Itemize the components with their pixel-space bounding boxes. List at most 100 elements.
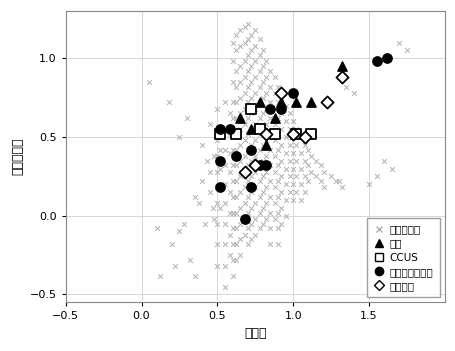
Point: [277, 106, 284, 112]
Point: [289, 181, 296, 187]
Point: [241, 106, 248, 112]
Point: [258, 95, 266, 100]
Point: [251, 74, 258, 80]
Point: [153, 226, 160, 231]
Point: [286, 126, 293, 132]
Point: [256, 37, 263, 42]
Point: [206, 122, 213, 127]
Point: [292, 189, 299, 195]
Point: [256, 194, 263, 200]
Point: [271, 216, 278, 222]
Point: [266, 147, 273, 152]
Point: [225, 126, 233, 132]
Point: [247, 205, 254, 211]
Point: [266, 115, 273, 121]
Point: [266, 226, 273, 231]
Point: [210, 216, 217, 222]
Point: [213, 200, 221, 206]
Point: [262, 216, 269, 222]
Point: [221, 181, 228, 187]
Point: [266, 100, 273, 105]
Point: [271, 137, 278, 143]
Point: [307, 131, 314, 137]
Point: [247, 189, 254, 195]
Point: [251, 106, 258, 112]
Point: [232, 84, 239, 90]
Point: [331, 178, 339, 184]
Point: [228, 241, 236, 247]
Point: [271, 106, 278, 112]
Point: [297, 134, 304, 140]
Point: [213, 137, 221, 143]
Point: [271, 131, 278, 137]
Point: [243, 226, 251, 231]
Point: [221, 147, 228, 152]
Point: [274, 84, 281, 90]
Point: [225, 131, 233, 137]
Point: [301, 174, 308, 179]
Point: [402, 48, 410, 53]
Point: [266, 194, 273, 200]
Point: [228, 178, 236, 184]
Point: [243, 37, 251, 42]
Point: [256, 52, 263, 58]
Point: [281, 181, 288, 187]
Point: [228, 163, 236, 168]
Point: [241, 153, 248, 159]
Point: [225, 150, 233, 155]
Point: [225, 210, 233, 216]
Point: [251, 185, 258, 190]
Point: [228, 226, 236, 231]
Point: [228, 100, 236, 105]
Point: [297, 197, 304, 203]
Point: [262, 59, 269, 64]
Point: [277, 158, 284, 164]
Point: [251, 200, 258, 206]
Point: [281, 119, 288, 124]
Point: [251, 153, 258, 159]
Point: [337, 185, 344, 190]
Point: [216, 185, 223, 190]
Point: [225, 232, 233, 237]
Point: [281, 103, 288, 108]
Point: [271, 153, 278, 159]
Point: [274, 226, 281, 231]
Point: [247, 126, 254, 132]
Point: [232, 241, 239, 247]
Point: [395, 40, 402, 45]
Point: [145, 79, 152, 85]
Point: [241, 137, 248, 143]
Point: [262, 163, 269, 168]
Point: [241, 40, 248, 45]
Point: [247, 95, 254, 100]
Point: [271, 200, 278, 206]
Point: [243, 210, 251, 216]
Point: [258, 126, 266, 132]
Point: [241, 216, 248, 222]
Point: [247, 106, 254, 112]
Point: [213, 241, 221, 247]
Point: [213, 106, 221, 112]
Point: [281, 197, 288, 203]
Point: [286, 158, 293, 164]
Point: [251, 163, 258, 168]
Point: [241, 169, 248, 174]
Point: [316, 163, 324, 168]
Point: [216, 131, 223, 137]
Point: [266, 178, 273, 184]
Point: [247, 185, 254, 190]
Point: [232, 194, 239, 200]
Point: [251, 122, 258, 127]
Point: [213, 169, 221, 174]
Point: [228, 79, 236, 85]
Point: [241, 232, 248, 237]
Point: [266, 131, 273, 137]
Point: [274, 115, 281, 121]
Point: [236, 115, 243, 121]
Point: [243, 178, 251, 184]
Point: [274, 163, 281, 168]
Point: [251, 90, 258, 96]
Point: [156, 273, 163, 278]
Point: [213, 221, 221, 226]
Point: [292, 142, 299, 148]
